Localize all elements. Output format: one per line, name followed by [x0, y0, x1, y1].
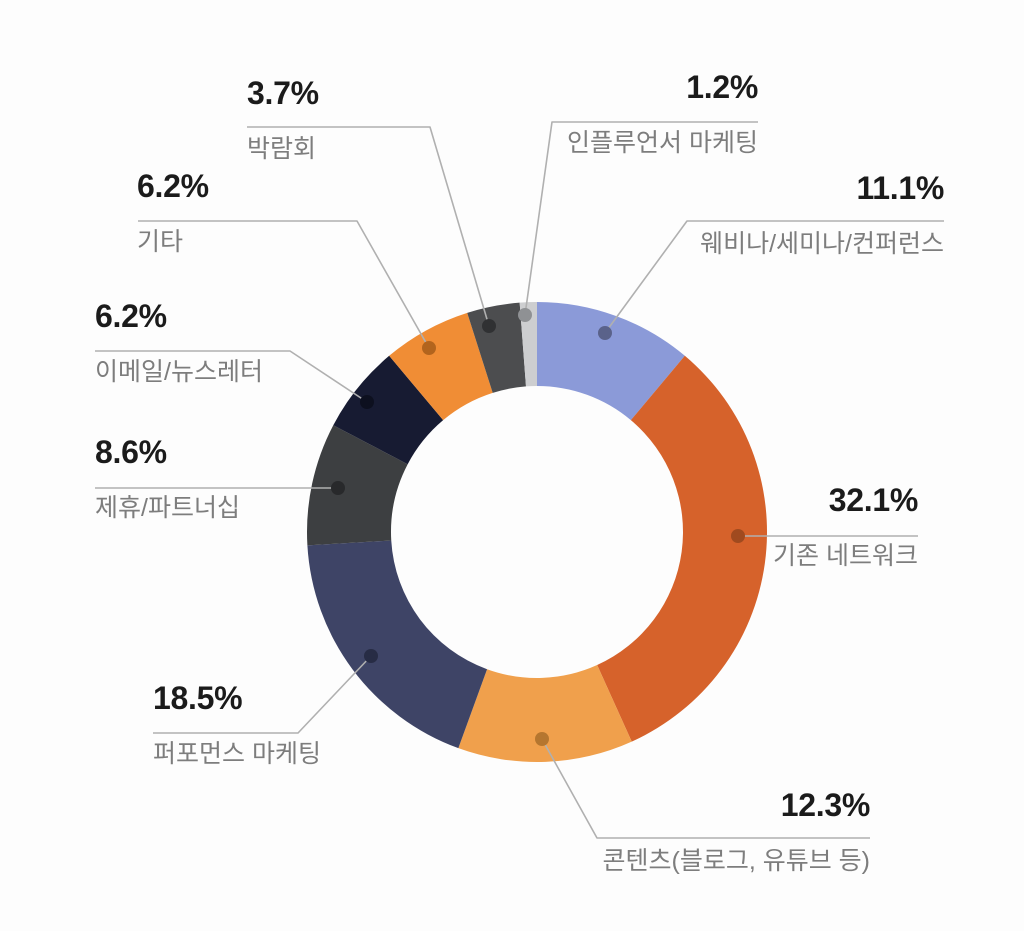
leader-dot-affiliate-partnership [331, 481, 345, 495]
callout-existing-network: 32.1% 기존 네트워크 [773, 484, 918, 569]
slice-content-blog-youtube [458, 665, 632, 762]
callout-influencer-marketing: 1.2% 인플루언서 마케팅 [567, 71, 758, 156]
leader-dot-performance-marketing [364, 649, 378, 663]
category-label: 박람회 [247, 135, 317, 163]
leader-email-newsletter [95, 350, 368, 403]
percentage-label: 11.1% [856, 170, 945, 206]
category-label: 콘텐츠(블로그, 유튜브 등) [602, 847, 871, 875]
leader-dot-email-newsletter [360, 395, 374, 409]
percentage-label: 6.2% [95, 298, 167, 334]
callout-other: 6.2% 기타 [137, 170, 209, 255]
donut-slices [307, 302, 767, 762]
category-label: 기타 [137, 228, 184, 256]
percentage-label: 12.3% [780, 787, 871, 823]
leader-dots [331, 308, 745, 746]
percentage-label: 8.6% [95, 434, 167, 470]
percentage-label: 18.5% [153, 680, 243, 716]
category-label: 퍼포먼스 마케팅 [153, 740, 321, 768]
leader-lines [95, 121, 944, 839]
leader-dot-content-blog-youtube [535, 732, 549, 746]
callout-email-newsletter: 6.2% 이메일/뉴스레터 [95, 300, 263, 385]
category-label: 이메일/뉴스레터 [95, 358, 263, 386]
callout-affiliate-partnership: 8.6% 제휴/파트너십 [95, 436, 240, 521]
leader-performance-marketing [153, 655, 372, 734]
slice-influencer-marketing [519, 302, 537, 387]
slice-affiliate-partnership [307, 425, 408, 546]
leader-dot-existing-network [731, 529, 745, 543]
slice-other [389, 312, 493, 421]
leader-dot-exhibition [482, 319, 496, 333]
percentage-label: 6.2% [137, 168, 209, 204]
leader-content-blog-youtube [541, 738, 870, 839]
leader-influencer-marketing [524, 121, 758, 316]
percentage-label: 3.7% [247, 75, 319, 111]
slice-webinar-seminar-conference [537, 302, 685, 421]
slice-existing-network [597, 355, 767, 742]
leader-exhibition [247, 126, 490, 327]
leader-dot-webinar-seminar-conference [598, 326, 612, 340]
percentage-label: 1.2% [686, 69, 758, 105]
category-label: 웨비나/세미나/컨퍼런스 [700, 230, 944, 258]
leader-dot-influencer-marketing [518, 308, 532, 322]
slice-email-newsletter [333, 355, 444, 465]
leader-other [138, 220, 430, 349]
callout-exhibition: 3.7% 박람회 [247, 77, 319, 162]
callout-content-blog-youtube: 12.3% 콘텐츠(블로그, 유튜브 등) [603, 789, 871, 874]
percentage-label: 32.1% [828, 482, 919, 518]
slice-performance-marketing [307, 540, 488, 749]
category-label: 인플루언서 마케팅 [567, 129, 758, 157]
slice-exhibition [467, 302, 526, 393]
leader-webinar-seminar-conference [604, 220, 944, 334]
category-label: 기존 네트워크 [773, 542, 918, 570]
callout-webinar-seminar-conference: 11.1% 웨비나/세미나/컨퍼런스 [700, 172, 944, 257]
callout-performance-marketing: 18.5% 퍼포먼스 마케팅 [153, 682, 321, 767]
leader-dot-other [422, 341, 436, 355]
category-label: 제휴/파트너십 [95, 494, 240, 522]
